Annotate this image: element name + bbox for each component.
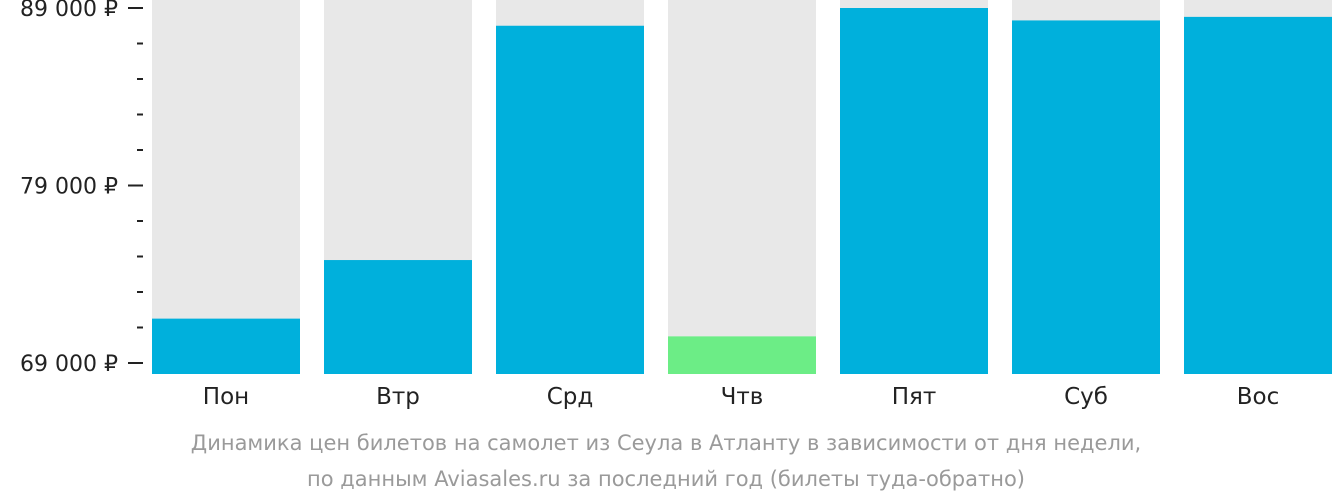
chart-caption-line-2: по данным Aviasales.ru за последний год … xyxy=(307,467,1025,491)
bar-4 xyxy=(668,336,816,374)
bars xyxy=(152,8,1332,375)
y-axis: 69 000 ₽ 79 000 ₽ 89 000 ₽ xyxy=(20,0,143,377)
x-tick-label-6: Суб xyxy=(1064,384,1108,410)
y-tick-label-3: 89 000 ₽ xyxy=(20,0,118,22)
chart-caption-line-1: Динамика цен билетов на самолет из Сеула… xyxy=(190,431,1142,455)
x-tick-label-5: Пят xyxy=(892,384,937,410)
bar-background-4 xyxy=(668,0,816,374)
y-tick-label-1: 69 000 ₽ xyxy=(20,352,118,377)
bar-2 xyxy=(324,260,472,374)
x-tick-label-4: Чтв xyxy=(721,384,764,410)
bar-3 xyxy=(496,25,644,374)
bar-5 xyxy=(840,8,988,374)
bar-background-1 xyxy=(152,0,300,374)
x-tick-label-3: Срд xyxy=(547,384,594,410)
x-tick-label-1: Пон xyxy=(203,384,249,410)
x-tick-label-7: Вос xyxy=(1237,384,1280,410)
x-axis: Пон Втр Срд Чтв Пят Суб Вос xyxy=(203,384,1279,410)
bar-1 xyxy=(152,318,300,374)
x-tick-label-2: Втр xyxy=(376,384,420,410)
bar-6 xyxy=(1012,20,1160,375)
y-tick-label-2: 79 000 ₽ xyxy=(20,175,118,200)
price-by-weekday-chart: 69 000 ₽ 79 000 ₽ 89 000 ₽ Пон Втр Срд Чтв Пят… xyxy=(20,0,1332,410)
bar-7 xyxy=(1184,16,1332,374)
